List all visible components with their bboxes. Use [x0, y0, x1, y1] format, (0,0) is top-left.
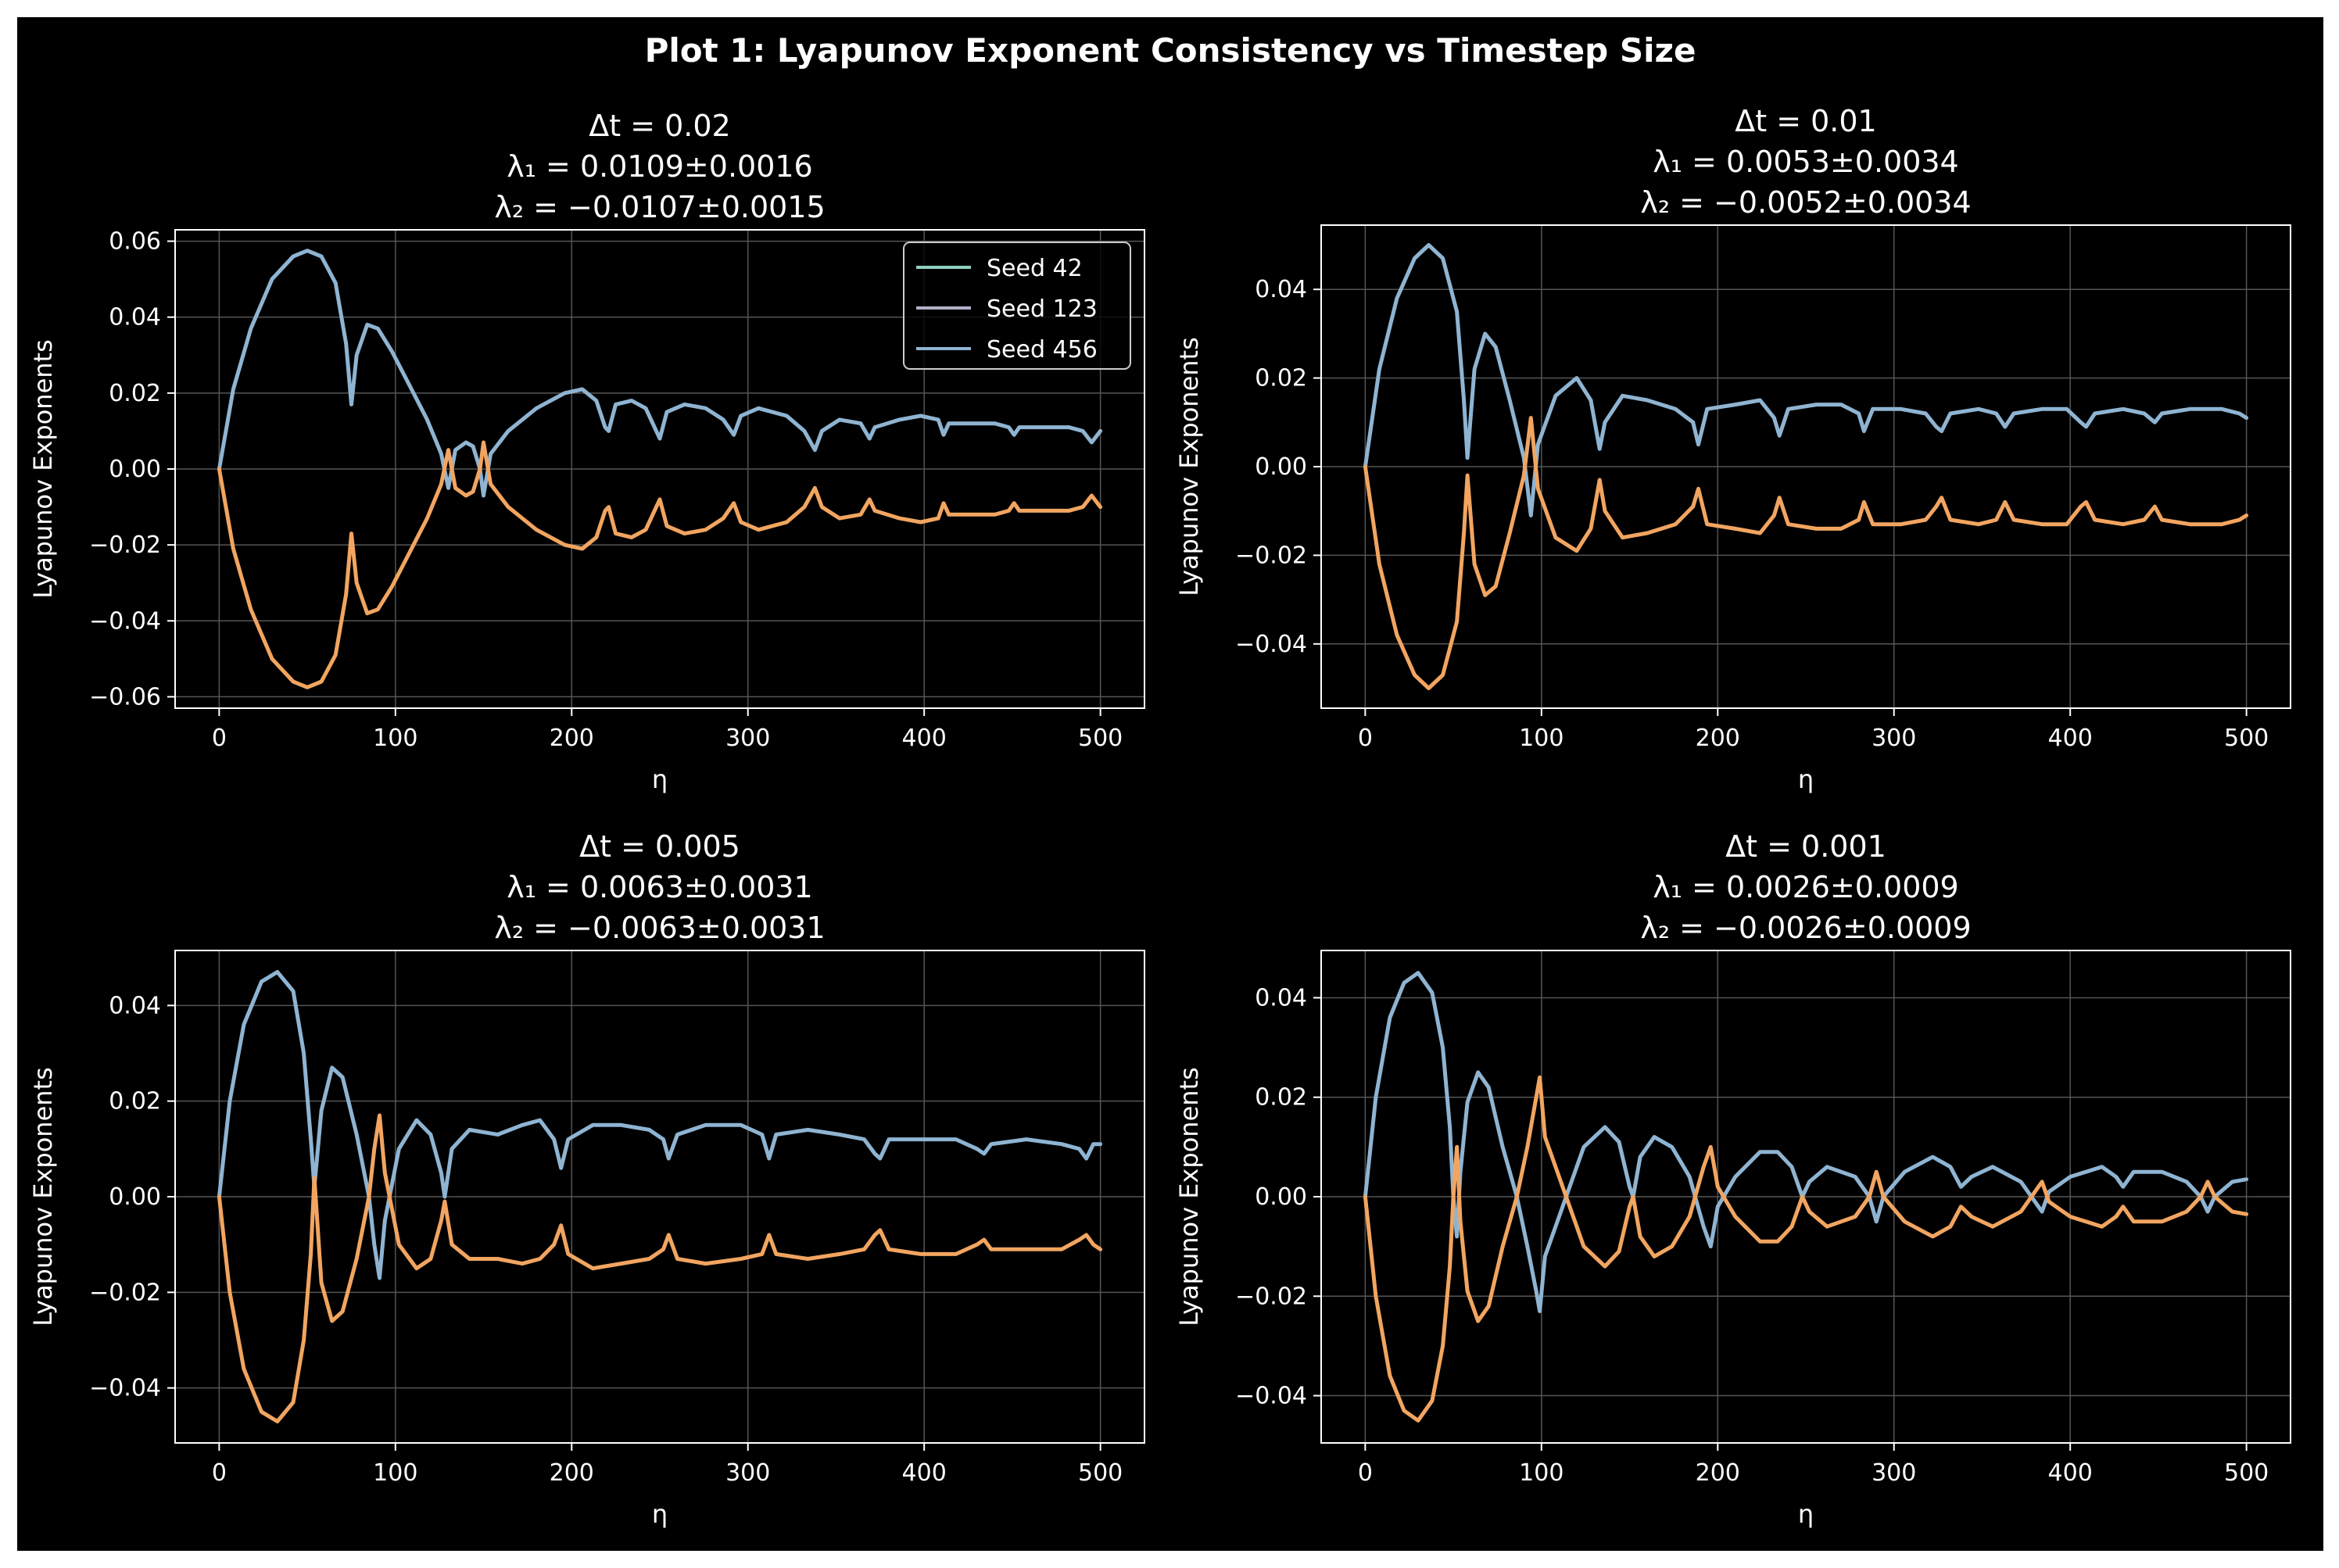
x-tick-label: 0 [212, 725, 227, 752]
x-tick-label: 500 [1078, 725, 1123, 752]
y-tick-label: −0.02 [89, 532, 161, 559]
x-tick-label: 500 [2224, 1459, 2269, 1487]
x-tick-label: 200 [550, 1459, 594, 1487]
series-line [217, 1113, 1103, 1423]
subplot-title-line: λ₁ = 0.0053±0.0034 [1653, 145, 1959, 179]
y-tick-label: 0.02 [1255, 1084, 1307, 1112]
subplot-title-line: λ₁ = 0.0063±0.0031 [507, 870, 813, 904]
y-axis-label: Lyapunov Exponents [1174, 1067, 1204, 1326]
x-tick-label: 0 [1358, 725, 1373, 752]
y-tick-label: −0.02 [89, 1279, 161, 1306]
x-tick-label: 400 [902, 1459, 947, 1487]
y-tick-label: 0.04 [109, 992, 161, 1019]
legend-entry: Seed 456 [987, 336, 1098, 363]
y-tick-label: 0.00 [1255, 453, 1307, 481]
x-tick-label: 0 [212, 1459, 227, 1487]
subplot-title-line: λ₁ = 0.0026±0.0009 [1653, 870, 1959, 904]
y-tick-label: −0.04 [89, 607, 161, 635]
x-tick-label: 100 [1519, 725, 1564, 752]
y-tick-label: 0.00 [109, 456, 161, 483]
subplot-title-line: λ₂ = −0.0052±0.0034 [1640, 185, 1971, 220]
plots-svg: Δt = 0.02 λ₁ = 0.0109±0.0016 λ₂ = −0.0107±… [28, 104, 2291, 1529]
x-axis-label: η [652, 1499, 668, 1529]
y-tick-label: −0.04 [1235, 1383, 1307, 1410]
x-tick-label: 200 [1696, 1459, 1740, 1487]
x-tick-label: 400 [2048, 1459, 2093, 1487]
y-tick-label: 0.00 [1255, 1183, 1307, 1211]
series-line [1363, 243, 2249, 517]
y-tick-label: −0.02 [1235, 542, 1307, 569]
subplot-title-line: λ₂ = −0.0063±0.0031 [494, 911, 825, 945]
y-axis-label: Lyapunov Exponents [28, 1067, 58, 1326]
x-tick-label: 0 [1358, 1459, 1373, 1487]
y-tick-label: −0.02 [1235, 1283, 1307, 1310]
series-line [1363, 1075, 2249, 1423]
x-tick-label: 500 [1078, 1459, 1123, 1487]
y-tick-label: 0.02 [1255, 365, 1307, 392]
subplot-title-line: Δt = 0.02 [589, 109, 731, 143]
x-tick-label: 300 [1872, 1459, 1916, 1487]
y-tick-label: −0.06 [89, 683, 161, 711]
x-tick-label: 200 [1696, 725, 1740, 752]
legend-box [903, 242, 1131, 370]
x-axis-label: η [1798, 1499, 1814, 1529]
x-tick-label: 200 [550, 725, 594, 752]
subplot-title-line: Δt = 0.01 [1735, 104, 1877, 138]
series-line [1363, 971, 2249, 1313]
x-tick-label: 400 [902, 725, 947, 752]
x-tick-label: 300 [725, 1459, 770, 1487]
series-line [217, 970, 1103, 1280]
y-tick-label: 0.02 [109, 380, 161, 407]
y-tick-label: 0.06 [109, 228, 161, 256]
x-axis-label: η [652, 764, 668, 794]
legend-entry: Seed 123 [987, 295, 1098, 323]
y-tick-label: −0.04 [89, 1375, 161, 1402]
y-tick-label: −0.04 [1235, 631, 1307, 658]
legend-entry: Seed 42 [987, 255, 1083, 282]
x-tick-label: 300 [1872, 725, 1916, 752]
y-tick-label: 0.04 [1255, 984, 1307, 1011]
x-axis-label: η [1798, 764, 1814, 794]
subplot-title-line: λ₂ = −0.0107±0.0015 [494, 190, 825, 224]
x-tick-label: 100 [373, 725, 417, 752]
subplot-title-line: λ₁ = 0.0109±0.0016 [507, 149, 813, 184]
y-tick-label: 0.04 [1255, 276, 1307, 303]
figure-title: Plot 1: Lyapunov Exponent Consistency vs… [644, 31, 1696, 70]
subplot-title-line: Δt = 0.001 [1725, 829, 1886, 864]
x-tick-label: 400 [2048, 725, 2093, 752]
y-tick-label: 0.02 [109, 1088, 161, 1115]
x-tick-label: 500 [2224, 725, 2269, 752]
x-tick-label: 300 [725, 725, 770, 752]
series-line [217, 249, 1103, 498]
series-line [1363, 416, 2249, 690]
x-tick-label: 100 [373, 1459, 417, 1487]
figure-canvas: Plot 1: Lyapunov Exponent Consistency vs… [17, 17, 2323, 1551]
y-tick-label: 0.00 [109, 1183, 161, 1211]
y-tick-label: 0.04 [109, 304, 161, 331]
series-line [217, 440, 1103, 689]
y-axis-label: Lyapunov Exponents [1174, 337, 1204, 596]
subplot-title-line: λ₂ = −0.0026±0.0009 [1640, 911, 1971, 945]
subplot-title-line: Δt = 0.005 [579, 829, 740, 864]
y-axis-label: Lyapunov Exponents [28, 339, 58, 599]
x-tick-label: 100 [1519, 1459, 1564, 1487]
